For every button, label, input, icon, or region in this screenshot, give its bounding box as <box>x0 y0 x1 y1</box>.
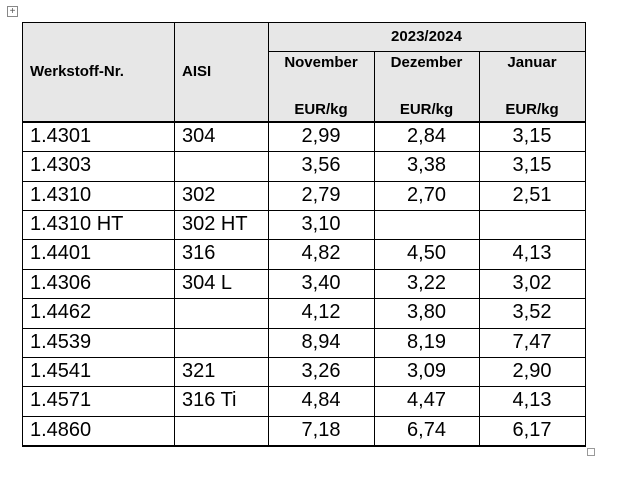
label-cell: 321 <box>182 359 216 382</box>
price-cell: 8,19 <box>407 330 446 353</box>
table-border <box>22 357 585 358</box>
price-cell: 3,15 <box>512 154 552 177</box>
label-cell: 1.4310 <box>30 183 92 206</box>
price-cell: 3,26 <box>301 359 341 382</box>
column-header: Werkstoff-Nr. <box>30 63 124 80</box>
price-cell: 4,13 <box>512 242 552 265</box>
label-cell: 1.4303 <box>30 154 92 177</box>
label-cell: 1.4539 <box>30 330 92 353</box>
label-cell: 1.4462 <box>30 301 92 324</box>
table-border <box>174 22 175 446</box>
price-cell <box>374 210 479 239</box>
price-cell <box>479 210 585 239</box>
price-cell: 3,56 <box>301 154 341 177</box>
label-cell: 304 L <box>182 271 233 294</box>
price-cell: 2,79 <box>301 183 341 206</box>
label-cell: 1.4301 <box>30 125 92 147</box>
price-cell: 2,84 <box>407 125 446 147</box>
price-cell: 4,50 <box>407 242 446 265</box>
table-border <box>268 22 269 446</box>
table-border <box>22 210 585 211</box>
price-cell: 3,10 <box>301 213 341 236</box>
price-cell: 4,84 <box>301 389 341 412</box>
price-cell: 4,13 <box>512 389 552 412</box>
price-cell: 3,22 <box>407 271 446 294</box>
table-border <box>22 298 585 299</box>
price-cell: 3,52 <box>512 301 552 324</box>
label-cell: 316 Ti <box>182 389 237 412</box>
column-header: Dezember <box>390 54 463 71</box>
price-cell: 2,90 <box>512 359 552 382</box>
price-cell: 7,18 <box>301 418 341 441</box>
label-cell: 1.4401 <box>30 242 92 265</box>
label-cell: 304 <box>182 125 216 147</box>
price-cell: 4,47 <box>407 389 446 412</box>
price-cell: 6,74 <box>407 418 446 441</box>
label-cell: 1.4310 HT <box>30 213 124 236</box>
price-cell: 3,15 <box>512 125 552 147</box>
table-border <box>585 22 586 446</box>
column-header: November <box>284 54 358 71</box>
price-cell: 2,99 <box>301 125 341 147</box>
label-cell: 1.4860 <box>30 418 92 441</box>
table-border <box>22 445 586 447</box>
table-border <box>22 269 585 270</box>
price-cell: 3,38 <box>407 154 446 177</box>
price-cell: 8,94 <box>301 330 341 353</box>
table-border <box>22 239 585 240</box>
unit-header: EUR/kg <box>505 101 559 118</box>
table-border <box>22 416 585 417</box>
label-cell: 1.4306 <box>30 271 92 294</box>
table-border <box>268 51 585 52</box>
price-cell: 6,17 <box>512 418 552 441</box>
period-header: 2023/2024 <box>391 28 462 45</box>
table-move-handle[interactable]: + <box>7 6 18 17</box>
label-cell: 1.4571 <box>30 389 92 412</box>
label-cell: 1.4541 <box>30 359 92 382</box>
unit-header: EUR/kg <box>399 101 454 118</box>
unit-header: EUR/kg <box>294 101 348 118</box>
header-background <box>22 22 585 122</box>
price-cell: 7,47 <box>512 330 552 353</box>
table-border <box>22 181 585 182</box>
price-cell: 3,09 <box>407 359 446 382</box>
price-cell: 2,70 <box>407 183 446 206</box>
column-header: AISI <box>182 63 212 80</box>
price-cell: 2,51 <box>512 183 552 206</box>
price-cell: 3,02 <box>512 271 552 294</box>
column-header: Januar <box>507 54 557 71</box>
price-cell: 3,80 <box>407 301 446 324</box>
table-border <box>22 121 586 123</box>
table-resize-handle[interactable] <box>587 448 595 456</box>
table-border <box>22 151 585 152</box>
price-cell: 4,12 <box>301 301 341 324</box>
label-cell: 302 HT <box>182 213 248 236</box>
label-cell: 302 <box>182 183 216 206</box>
price-cell: 3,40 <box>301 271 341 294</box>
table-border <box>22 328 585 329</box>
table-border <box>22 22 586 23</box>
table-border <box>22 22 23 446</box>
price-cell: 4,82 <box>301 242 341 265</box>
label-cell: 316 <box>182 242 216 265</box>
table-border <box>374 51 375 445</box>
table-border <box>479 51 480 445</box>
table-border <box>22 386 585 387</box>
